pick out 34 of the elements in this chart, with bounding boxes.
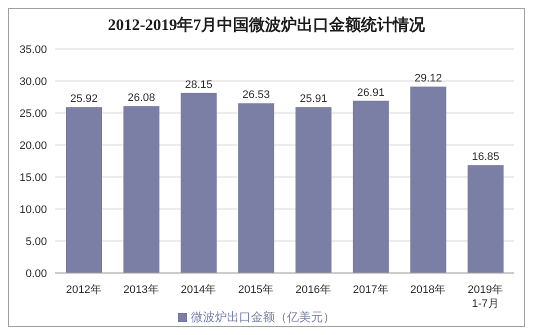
y-tick-label: 5.00 (26, 236, 47, 248)
legend-label: 微波炉出口金额（亿美元） (191, 310, 335, 324)
bar (238, 103, 274, 273)
bar (123, 106, 160, 273)
data-label: 29.12 (414, 72, 442, 85)
y-tick-label: 15.00 (19, 172, 47, 184)
y-tick-label: 10.00 (19, 204, 47, 216)
data-label: 26.08 (128, 92, 156, 104)
x-tick-label: 2017年 (352, 284, 388, 296)
bar (410, 86, 446, 273)
data-label: 26.91 (357, 86, 385, 99)
data-label: 25.92 (70, 93, 98, 106)
x-tick-label: 2012年 (66, 284, 102, 296)
data-label: 25.91 (300, 93, 328, 106)
x-tick-label: 2018年 (410, 284, 446, 296)
data-label: 16.85 (472, 151, 500, 164)
bar (468, 165, 504, 273)
bar (180, 92, 217, 273)
y-tick-label: 35.00 (19, 44, 47, 56)
bar (296, 107, 332, 273)
y-tick-label: 0.00 (26, 268, 47, 280)
x-tick-label: 2016年 (295, 284, 331, 296)
chart-title: 2012-2019年7月中国微波炉出口金额统计情况 (106, 15, 426, 36)
x-tick-label: 2013年 (123, 284, 159, 296)
y-tick-label: 20.00 (19, 140, 47, 152)
x-tick-label: 2014年 (180, 284, 216, 296)
x-tick-label: 2019年 1-7月 (468, 284, 504, 310)
data-label: 28.15 (184, 78, 213, 91)
y-tick-label: 30.00 (19, 76, 47, 88)
y-tick-label: 25.00 (19, 108, 47, 120)
bar (352, 100, 389, 273)
bar (66, 107, 102, 273)
x-tick-label: 2015年 (238, 284, 274, 296)
data-label: 26.53 (242, 89, 270, 102)
